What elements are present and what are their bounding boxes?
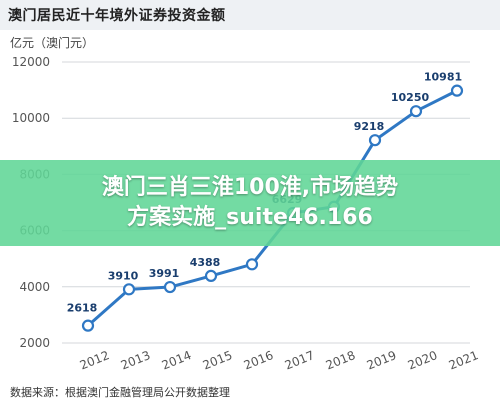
data-label-2015: 4388 <box>190 256 221 269</box>
data-point-2012 <box>81 319 95 332</box>
x-tick-label-2021: 2021 <box>447 348 481 372</box>
x-tick-label-2012: 2012 <box>78 348 112 372</box>
overlay-banner: 澳门三肖三淮100淮,市场趋势 方案实施_suite46.166 <box>0 160 500 246</box>
data-point-2019 <box>368 134 382 147</box>
data-source-note: 数据来源：根据澳门金融管理局公开数据整理 <box>10 386 230 399</box>
data-label-2020: 10250 <box>391 91 430 104</box>
data-label-2021: 10981 <box>424 71 462 84</box>
data-label-2014: 3991 <box>149 267 180 280</box>
overlay-line-2: 方案实施_suite46.166 <box>127 205 373 230</box>
y-tick-label-10000: 10000 <box>12 111 50 125</box>
data-point-2015 <box>204 269 218 282</box>
overlay-line-1: 澳门三肖三淮100淮,市场趋势 <box>101 175 399 200</box>
data-point-2021 <box>450 84 464 97</box>
data-point-2016 <box>245 258 259 271</box>
x-tick-label-2018: 2018 <box>324 348 358 372</box>
x-tick-label-2017: 2017 <box>283 348 317 372</box>
x-tick-label-2013: 2013 <box>119 348 153 372</box>
x-tick-label-2020: 2020 <box>406 348 440 372</box>
x-tick-label-2019: 2019 <box>365 348 399 372</box>
data-label-2019: 9218 <box>354 120 385 133</box>
data-label-2013: 3910 <box>108 269 139 282</box>
y-tick-label-4000: 4000 <box>19 280 50 294</box>
y-tick-label-12000: 12000 <box>12 55 50 69</box>
data-label-2012: 2618 <box>67 302 98 315</box>
y-tick-label-2000: 2000 <box>19 336 50 350</box>
x-tick-label-2014: 2014 <box>160 348 194 372</box>
x-tick-label-2016: 2016 <box>242 348 276 372</box>
data-point-2020 <box>409 105 423 118</box>
data-point-2013 <box>122 283 136 296</box>
chart-title: 澳门居民近十年境外证券投资金额 <box>8 8 226 24</box>
title-bar: 澳门居民近十年境外证券投资金额 <box>0 0 500 30</box>
x-tick-label-2015: 2015 <box>201 348 235 372</box>
data-point-2014 <box>163 280 177 294</box>
y-axis-unit-label: 亿元（澳门元） <box>10 36 95 50</box>
